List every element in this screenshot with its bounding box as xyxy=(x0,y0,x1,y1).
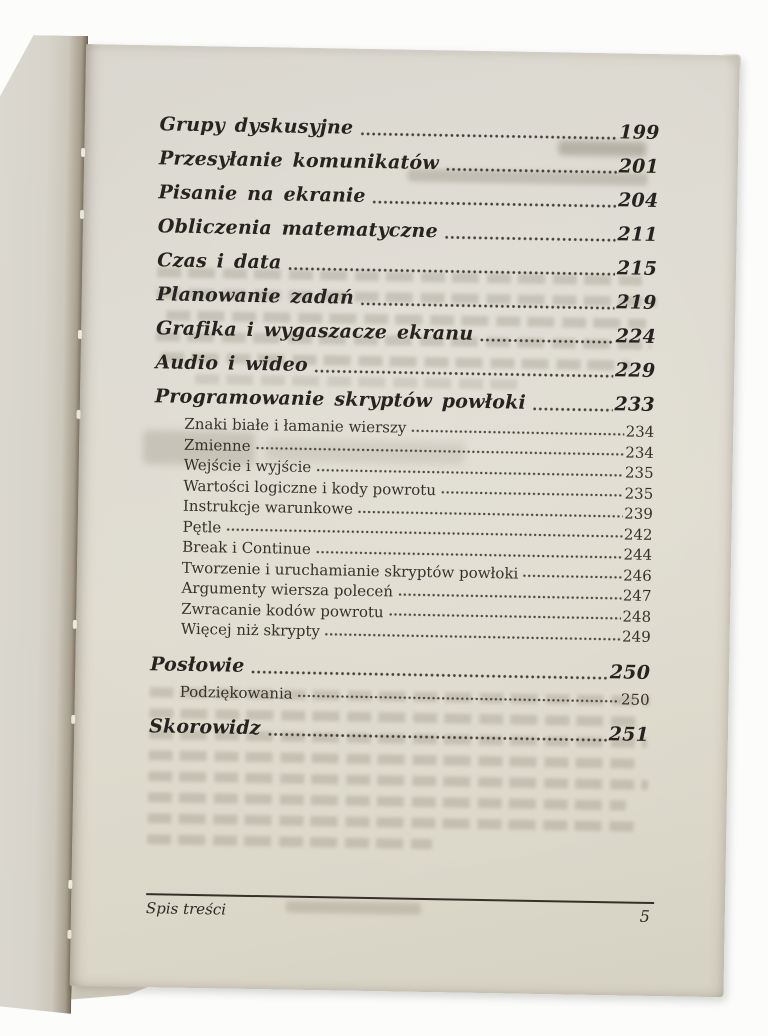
toc-entry-label: Break i Continue xyxy=(182,537,312,558)
dot-leader xyxy=(440,490,624,498)
show-through-text-line xyxy=(148,750,635,769)
show-through-text-line xyxy=(147,813,640,832)
dot-leader xyxy=(255,446,625,457)
dot-leader xyxy=(316,467,624,477)
toc-entry-page: 234 xyxy=(625,422,655,441)
toc-entry-label: Audio i wideo xyxy=(155,351,309,376)
toc-entry-label: Przesyłanie komunikatów xyxy=(158,147,440,175)
dot-leader xyxy=(297,693,621,704)
dot-leader xyxy=(444,235,616,243)
toc-entry-label: Obliczenia matematyczne xyxy=(157,215,439,243)
dot-leader xyxy=(532,406,613,413)
toc-entry-page: 199 xyxy=(619,121,660,145)
show-through-text-line xyxy=(147,792,626,811)
footer-section-label: Spis treści xyxy=(145,899,227,919)
dot-leader xyxy=(324,631,622,641)
dot-leader xyxy=(314,369,614,379)
dot-leader xyxy=(397,592,622,600)
toc-entry-label: Zmienne xyxy=(183,435,251,455)
toc-entry-page: 242 xyxy=(623,524,653,544)
toc-entry-label: Więcej niż skrypty xyxy=(180,619,321,641)
toc-entry-label: Wejście i wyjście xyxy=(183,455,312,476)
dot-leader xyxy=(411,428,625,436)
toc-entry-page: 215 xyxy=(616,257,658,281)
toc-entry-page: 250 xyxy=(609,660,651,684)
dot-leader xyxy=(360,131,618,141)
dot-leader xyxy=(267,732,607,743)
toc-entry-label: Instrukcje warunkowe xyxy=(182,496,354,518)
toc-entry-label: Grupy dyskusyjne xyxy=(159,113,354,139)
toc-entry-label: Grafika i wygaszacze ekranu xyxy=(155,317,474,345)
show-through-text-line xyxy=(148,771,649,790)
toc-entry-page: 251 xyxy=(608,723,650,746)
toc-entry-page: 235 xyxy=(624,463,654,482)
toc-entry-label: Pętle xyxy=(182,517,222,536)
toc-entry-page: 204 xyxy=(617,189,659,213)
book-page: Grupy dyskusyjne 199 Przesyłanie komunik… xyxy=(69,44,740,998)
dot-leader xyxy=(251,669,608,680)
toc-entry-page: 211 xyxy=(617,223,658,247)
show-through-text-line xyxy=(147,834,433,850)
toc-entry-label: Czas i data xyxy=(157,249,282,274)
dot-leader xyxy=(315,549,623,559)
footer-page-number: 5 xyxy=(639,906,651,926)
toc-entry-page: 234 xyxy=(625,442,655,462)
toc-entry-page: 250 xyxy=(620,689,650,709)
toc-entry-page: 219 xyxy=(616,291,657,314)
toc-entry-page: 235 xyxy=(624,483,654,503)
dot-leader xyxy=(357,509,624,518)
toc-entry-page: 233 xyxy=(614,393,655,416)
toc-entry-label: Posłowie xyxy=(150,652,245,677)
toc-entry-label: Skorowidz xyxy=(148,715,261,740)
toc-entry-page: 201 xyxy=(618,155,660,179)
toc-entry-label: Podziękowania xyxy=(179,682,293,703)
dot-leader xyxy=(523,573,623,580)
toc-entry-label: Pisanie na ekranie xyxy=(158,181,366,207)
dot-leader xyxy=(388,612,622,621)
toc-entry-page: 229 xyxy=(614,359,656,382)
toc-entry-page: 246 xyxy=(623,565,652,585)
toc-entry-page: 224 xyxy=(615,325,657,348)
binding-stitches xyxy=(81,147,86,158)
dot-leader xyxy=(226,527,623,539)
dot-leader xyxy=(360,301,615,311)
dot-leader xyxy=(445,167,617,175)
dot-leader xyxy=(288,266,615,277)
toc-entry-label: Planowanie zadań xyxy=(156,283,355,309)
dot-leader xyxy=(372,200,617,209)
table-of-contents: Grupy dyskusyjne 199 Przesyłanie komunik… xyxy=(149,107,660,752)
toc-entry-page: 249 xyxy=(621,627,651,646)
toc-entry-page: 239 xyxy=(624,504,654,523)
toc-entry-page: 248 xyxy=(622,606,652,626)
toc-entry-page: 247 xyxy=(622,586,652,605)
dot-leader xyxy=(480,337,614,345)
toc-entry-page: 244 xyxy=(623,545,653,564)
